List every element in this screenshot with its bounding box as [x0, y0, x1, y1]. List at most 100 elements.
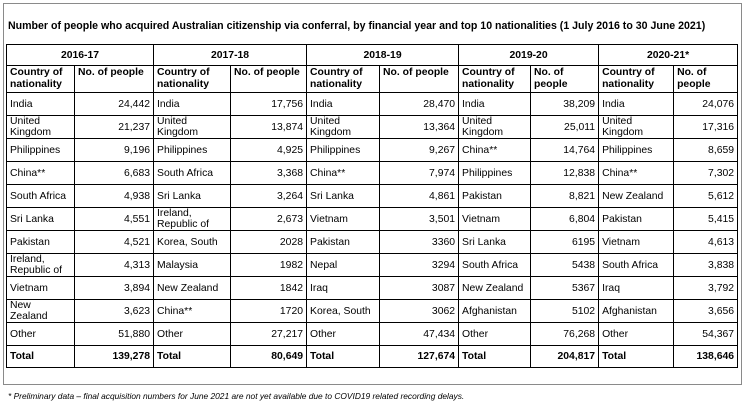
country-cell: Pakistan [6, 230, 75, 254]
footnote: * Preliminary data – final acquisition n… [8, 391, 465, 401]
country-cell: Vietnam [598, 230, 675, 254]
country-cell: Pakistan [598, 207, 675, 231]
count-cell: 12,838 [530, 161, 600, 185]
table-title: Number of people who acquired Australian… [8, 20, 706, 32]
country-cell: Korea, South [306, 299, 381, 323]
count-cell: 5,415 [673, 207, 739, 231]
count-cell: 3,623 [73, 299, 155, 323]
count-cell: 17,756 [230, 92, 308, 116]
count-cell: 6,804 [530, 207, 600, 231]
country-cell: Korea, South [153, 230, 232, 254]
country-cell: Other [6, 322, 75, 346]
table-row: New Zealand 3,623 China** 1720 Korea, South 3… [6, 299, 739, 323]
country-cell: China** [458, 138, 532, 162]
total-value-cell: 139,278 [73, 345, 155, 368]
total-label-cell: Total [306, 345, 381, 368]
count-cell: 3062 [379, 299, 460, 323]
people-column-header: No. of people [530, 65, 600, 93]
count-cell: 27,217 [230, 322, 308, 346]
country-cell: India [153, 92, 232, 116]
country-cell: Sri Lanka [153, 184, 232, 208]
country-column-header: Country of nationality [6, 65, 75, 93]
people-column-header: No. of people [673, 65, 739, 93]
count-cell: 24,442 [73, 92, 155, 116]
table-frame [3, 3, 742, 385]
count-cell: 24,076 [673, 92, 739, 116]
country-cell: South Africa [458, 253, 532, 277]
count-cell: 4,938 [73, 184, 155, 208]
country-cell: Philippines [598, 138, 675, 162]
country-cell: South Africa [6, 184, 75, 208]
count-cell: 9,267 [379, 138, 460, 162]
people-column-header: No. of people [73, 65, 155, 93]
country-cell: Philippines [153, 138, 232, 162]
count-cell: 3,264 [230, 184, 308, 208]
count-cell: 28,470 [379, 92, 460, 116]
count-cell: 3,792 [673, 276, 739, 300]
country-column-header: Country of nationality [458, 65, 532, 93]
country-cell: Sri Lanka [306, 184, 381, 208]
country-cell: India [598, 92, 675, 116]
count-cell: 14,764 [530, 138, 600, 162]
count-cell: 5367 [530, 276, 600, 300]
count-cell: 8,659 [673, 138, 739, 162]
count-cell: 3360 [379, 230, 460, 254]
total-value-cell: 80,649 [230, 345, 308, 368]
country-cell: Vietnam [306, 207, 381, 231]
country-column-header: Country of nationality [598, 65, 675, 93]
table-row: Sri Lanka 4,551 Ireland, Republic of 2,673 V… [6, 207, 739, 231]
count-cell: 6195 [530, 230, 600, 254]
country-cell: Other [306, 322, 381, 346]
count-cell: 4,551 [73, 207, 155, 231]
count-cell: 25,011 [530, 115, 600, 139]
table-row: Vietnam 3,894 New Zealand 1842 Iraq 3087 New Z… [6, 276, 739, 300]
country-cell: Ireland, Republic of [6, 253, 75, 277]
country-cell: United Kingdom [306, 115, 381, 139]
country-column-header: Country of nationality [153, 65, 232, 93]
total-label-cell: Total [598, 345, 675, 368]
table-row: Other 51,880 Other 27,217 Other 47,434 Other 76… [6, 322, 739, 346]
year-header: 2020-21* [598, 44, 739, 66]
country-cell: Afghanistan [458, 299, 532, 323]
count-cell: 1842 [230, 276, 308, 300]
table-row: China** 6,683 South Africa 3,368 China** 7,97… [6, 161, 739, 185]
count-cell: 4,861 [379, 184, 460, 208]
count-cell: 54,367 [673, 322, 739, 346]
count-cell: 13,874 [230, 115, 308, 139]
count-cell: 8,821 [530, 184, 600, 208]
country-cell: India [458, 92, 532, 116]
count-cell: 38,209 [530, 92, 600, 116]
count-cell: 7,974 [379, 161, 460, 185]
count-cell: 3,894 [73, 276, 155, 300]
citizenship-table: 2016-17 2017-18 2018-19 2019-20 2020-21* Cou… [5, 44, 739, 368]
total-value-cell: 204,817 [530, 345, 600, 368]
country-cell: United Kingdom [6, 115, 75, 139]
total-label-cell: Total [458, 345, 532, 368]
count-cell: 3,656 [673, 299, 739, 323]
count-cell: 5102 [530, 299, 600, 323]
country-cell: Sri Lanka [458, 230, 532, 254]
country-cell: Nepal [306, 253, 381, 277]
count-cell: 7,302 [673, 161, 739, 185]
count-cell: 13,364 [379, 115, 460, 139]
country-cell: Vietnam [6, 276, 75, 300]
country-cell: United Kingdom [598, 115, 675, 139]
count-cell: 47,434 [379, 322, 460, 346]
count-cell: 1720 [230, 299, 308, 323]
country-cell: Ireland, Republic of [153, 207, 232, 231]
country-cell: South Africa [153, 161, 232, 185]
total-value-cell: 127,674 [379, 345, 460, 368]
country-cell: Pakistan [458, 184, 532, 208]
table-row: India 24,442 India 17,756 India 28,470 India 38… [6, 92, 739, 116]
country-cell: Iraq [306, 276, 381, 300]
country-cell: New Zealand [6, 299, 75, 323]
country-cell: New Zealand [153, 276, 232, 300]
country-cell: Pakistan [306, 230, 381, 254]
country-cell: China** [153, 299, 232, 323]
country-cell: China** [306, 161, 381, 185]
count-cell: 3294 [379, 253, 460, 277]
country-cell: Afghanistan [598, 299, 675, 323]
year-header: 2019-20 [458, 44, 600, 66]
count-cell: 2028 [230, 230, 308, 254]
year-header: 2018-19 [306, 44, 460, 66]
